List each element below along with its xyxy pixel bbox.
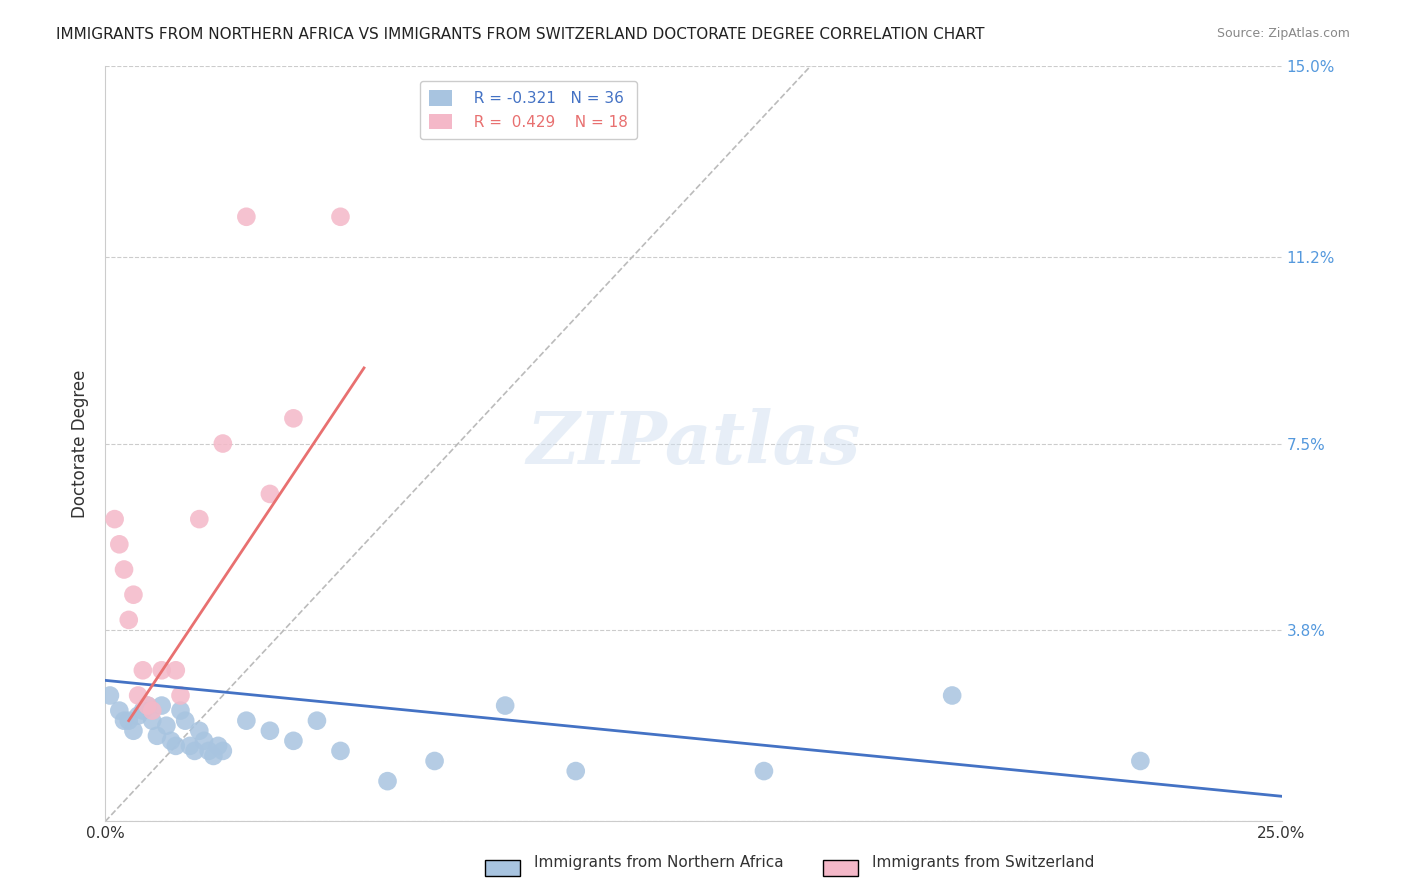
Point xyxy=(136,698,159,713)
Point xyxy=(494,698,516,713)
Y-axis label: Doctorate Degree: Doctorate Degree xyxy=(72,369,89,517)
Point xyxy=(118,714,141,728)
Text: Immigrants from Switzerland: Immigrants from Switzerland xyxy=(872,855,1094,870)
Point xyxy=(136,698,159,713)
Point xyxy=(188,723,211,738)
Point xyxy=(941,689,963,703)
Point xyxy=(165,739,187,753)
Point xyxy=(235,210,257,224)
Point xyxy=(150,698,173,713)
Point xyxy=(127,689,149,703)
Point xyxy=(141,704,163,718)
Point xyxy=(202,748,225,763)
Point xyxy=(283,734,305,748)
Point xyxy=(259,487,281,501)
Legend:   R = -0.321   N = 36,   R =  0.429    N = 18: R = -0.321 N = 36, R = 0.429 N = 18 xyxy=(420,81,637,139)
Point xyxy=(150,663,173,677)
Point xyxy=(259,723,281,738)
Text: ZIPatlas: ZIPatlas xyxy=(526,408,860,479)
Point xyxy=(211,744,233,758)
Point xyxy=(193,734,215,748)
Point xyxy=(122,723,145,738)
Point xyxy=(235,714,257,728)
Point xyxy=(169,689,191,703)
Point xyxy=(141,714,163,728)
Point xyxy=(211,436,233,450)
Point xyxy=(752,764,775,778)
Point xyxy=(108,704,131,718)
Point xyxy=(104,512,127,526)
Point xyxy=(160,734,183,748)
Point xyxy=(188,512,211,526)
Point xyxy=(174,714,197,728)
Point xyxy=(146,729,169,743)
Point xyxy=(127,708,149,723)
Point xyxy=(169,704,191,718)
Point xyxy=(183,744,205,758)
Text: Source: ZipAtlas.com: Source: ZipAtlas.com xyxy=(1216,27,1350,40)
Point xyxy=(305,714,328,728)
Point xyxy=(108,537,131,551)
Point xyxy=(122,588,145,602)
Point xyxy=(118,613,141,627)
Point xyxy=(423,754,446,768)
Point xyxy=(112,562,135,576)
Point xyxy=(98,689,121,703)
Text: IMMIGRANTS FROM NORTHERN AFRICA VS IMMIGRANTS FROM SWITZERLAND DOCTORATE DEGREE : IMMIGRANTS FROM NORTHERN AFRICA VS IMMIG… xyxy=(56,27,984,42)
Point xyxy=(165,663,187,677)
Text: Immigrants from Northern Africa: Immigrants from Northern Africa xyxy=(534,855,785,870)
Point xyxy=(132,663,155,677)
Point xyxy=(283,411,305,425)
Point xyxy=(329,210,352,224)
Point xyxy=(155,719,177,733)
Point xyxy=(132,704,155,718)
Point xyxy=(329,744,352,758)
Point xyxy=(179,739,201,753)
Point xyxy=(207,739,229,753)
Point xyxy=(112,714,135,728)
Point xyxy=(197,744,219,758)
Point xyxy=(564,764,586,778)
Point xyxy=(1129,754,1152,768)
Point xyxy=(377,774,399,789)
